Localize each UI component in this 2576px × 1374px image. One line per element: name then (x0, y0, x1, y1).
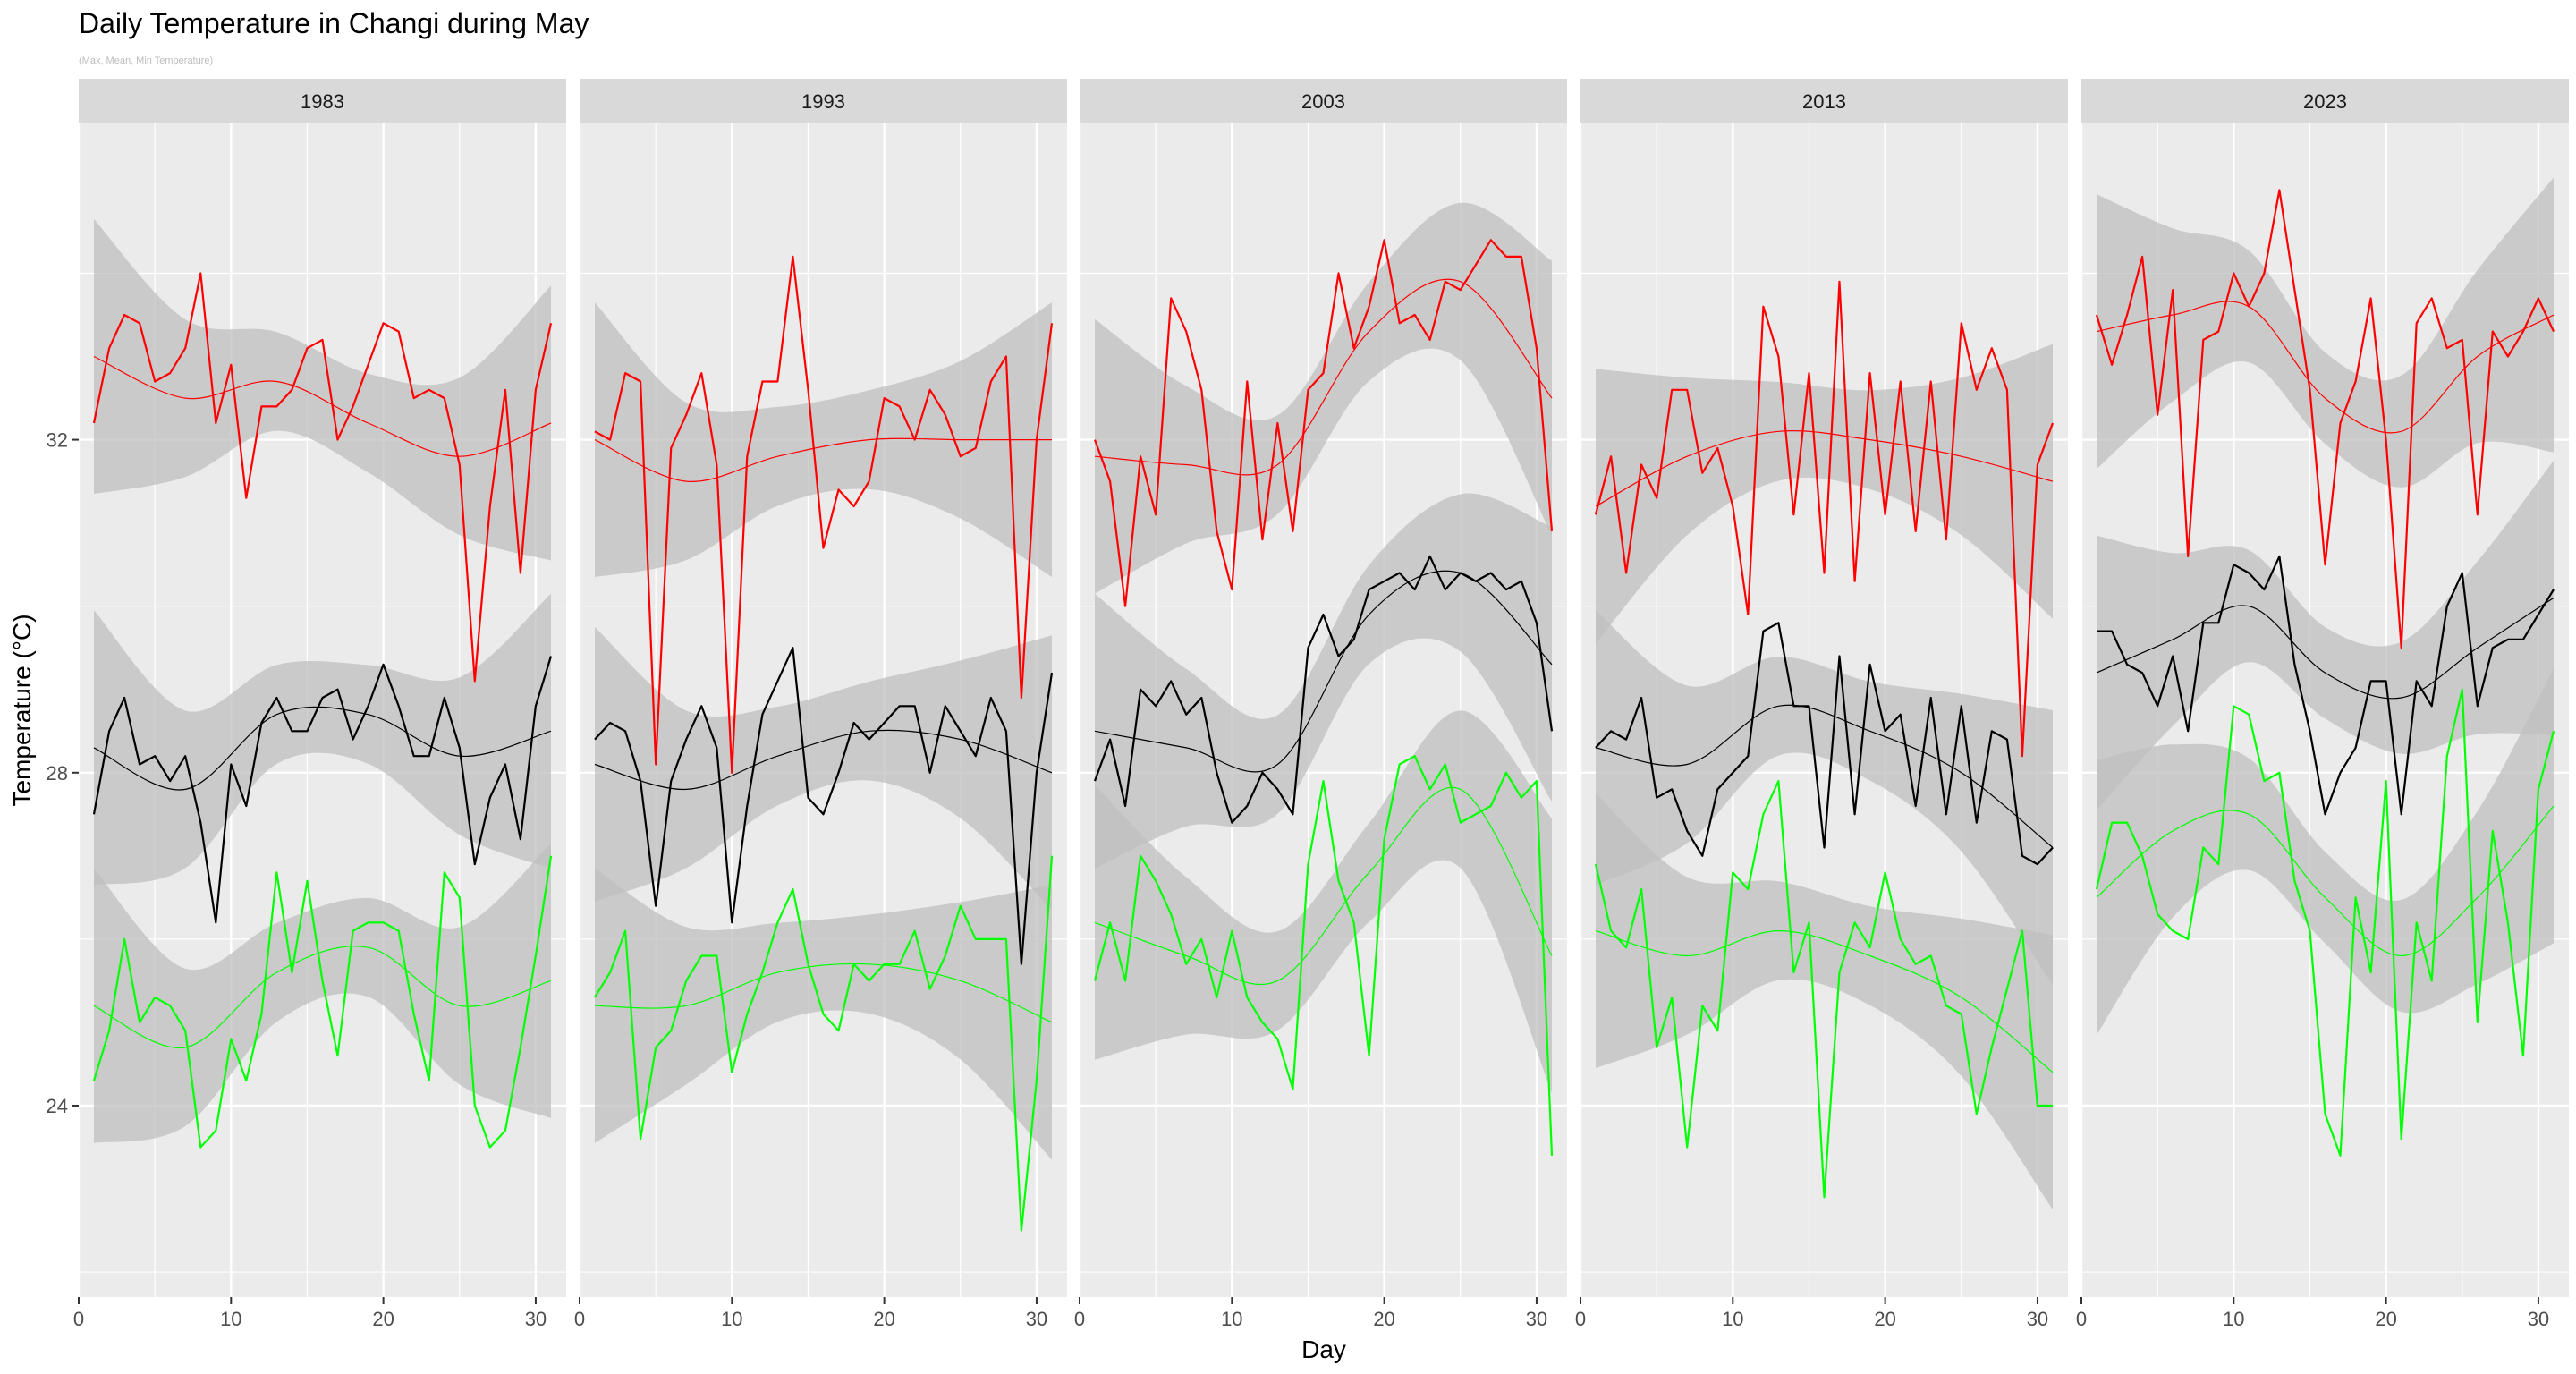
chart-title: Daily Temperature in Changi during May (79, 7, 589, 39)
panel-1993: 1993 0 10 20 30 (574, 79, 1067, 1330)
x-tick-label: 30 (525, 1308, 547, 1330)
confidence-band (1095, 710, 1552, 1093)
confidence-band (94, 843, 551, 1143)
x-tick-label: 0 (2076, 1308, 2087, 1330)
confidence-band (94, 593, 551, 886)
facet-label: 2013 (1802, 90, 1846, 113)
series-line-min (1594, 779, 2053, 1199)
x-tick-label: 0 (1575, 1308, 1586, 1330)
facet-label: 1993 (801, 90, 845, 113)
confidence-band (2097, 668, 2554, 1035)
trend-line-min (93, 946, 552, 1049)
confidence-band (1596, 610, 2053, 986)
series-line-mean (1595, 622, 2054, 866)
series-line-min (2095, 688, 2555, 1157)
confidence-band (595, 868, 1052, 1160)
x-tick-label: 30 (1026, 1308, 1047, 1330)
trend-line-max (594, 437, 1052, 482)
y-tick-label: 28 (47, 762, 68, 785)
facet-label: 2003 (1301, 90, 1345, 113)
series-line-mean (594, 647, 1054, 965)
series-line-max (1093, 239, 1554, 607)
x-tick-label: 20 (1874, 1308, 1895, 1330)
panel-2003: 2003 0 10 20 30 (1074, 79, 1567, 1330)
x-tick-label: 0 (73, 1308, 84, 1330)
x-axis-title: Day (1301, 1336, 1346, 1363)
y-tick-label: 24 (47, 1095, 68, 1117)
confidence-band (1596, 793, 2053, 1210)
x-tick-label: 10 (1722, 1308, 1743, 1330)
series-line-max (92, 272, 553, 683)
facet-label: 1983 (301, 90, 344, 113)
x-tick-label: 10 (220, 1308, 242, 1330)
confidence-band (595, 627, 1052, 911)
trend-line-mean (1595, 704, 2054, 848)
y-tick-label: 32 (47, 429, 68, 452)
x-tick-label: 20 (1373, 1308, 1394, 1330)
series-line-min (594, 855, 1054, 1232)
confidence-band (1095, 202, 1552, 594)
x-tick-label: 0 (1074, 1308, 1085, 1330)
confidence-band (595, 302, 1052, 578)
trend-line-min (1595, 929, 2054, 1073)
confidence-band (94, 219, 551, 561)
chart-subtitle: (Max, Mean, Min Temperature) (79, 55, 214, 66)
x-tick-label: 20 (372, 1308, 394, 1330)
x-tick-label: 30 (2027, 1308, 2048, 1330)
facet-strip (2081, 79, 2569, 123)
panel-2013: 2013 0 10 20 30 (1575, 79, 2068, 1330)
x-tick-label: 10 (721, 1308, 742, 1330)
facet-strip (1080, 79, 1567, 123)
trend-line-max (93, 355, 552, 457)
facet-label: 2023 (2303, 90, 2347, 113)
facet-strip (580, 79, 1067, 123)
x-tick-label: 0 (574, 1308, 585, 1330)
trend-line-mean (93, 706, 552, 791)
series-line-max (1594, 280, 2055, 758)
series-line-min (1093, 755, 1554, 1156)
x-tick-label: 10 (2223, 1308, 2244, 1330)
panel-2023: 2023 0 10 20 30 (2076, 79, 2569, 1330)
trend-line-max (1595, 429, 2054, 507)
panel-1983: 1983 0 10 20 30 (73, 79, 566, 1330)
confidence-band (2097, 460, 2554, 810)
facet-strip (1580, 79, 2068, 123)
x-tick-label: 20 (2375, 1308, 2396, 1330)
y-axis-title: Temperature (°C) (8, 614, 36, 806)
series-line-mean (92, 656, 553, 924)
trend-line-min (2096, 805, 2555, 957)
trend-line-max (2096, 301, 2555, 434)
trend-line-min (594, 963, 1053, 1023)
series-line-mean (2097, 555, 2555, 816)
confidence-band (2097, 177, 2554, 488)
confidence-band (1095, 493, 1552, 869)
x-tick-label: 30 (1526, 1308, 1547, 1330)
trend-line-mean (1094, 570, 1553, 773)
facet-strip (79, 79, 566, 123)
trend-line-mean (2096, 597, 2555, 700)
confidence-band (1596, 344, 2053, 644)
trend-line-max (1094, 278, 1553, 476)
trend-line-min (1094, 786, 1553, 986)
x-tick-label: 10 (1221, 1308, 1242, 1330)
x-tick-label: 30 (2528, 1308, 2549, 1330)
series-line-min (92, 855, 553, 1149)
x-tick-label: 20 (873, 1308, 894, 1330)
series-line-max (594, 255, 1054, 774)
trend-line-mean (594, 729, 1053, 791)
series-line-max (2095, 189, 2555, 649)
